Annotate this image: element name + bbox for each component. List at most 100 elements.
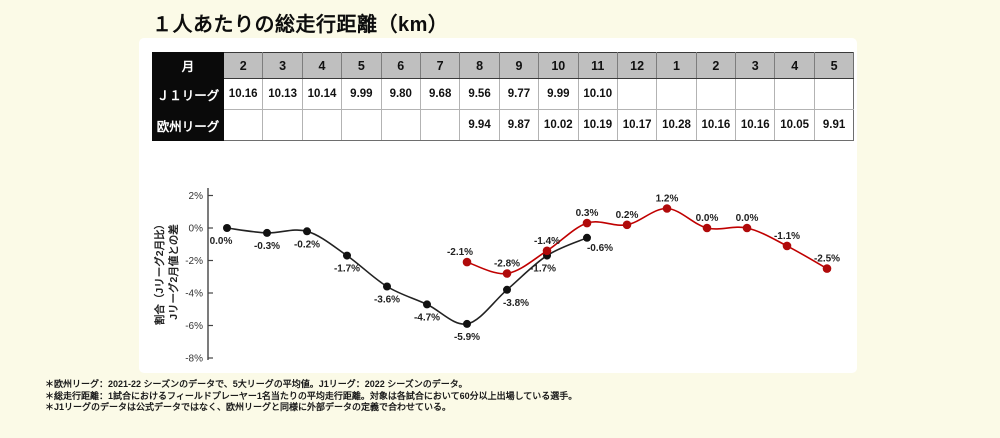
data-point (303, 227, 311, 236)
series-line-j1 (226, 227, 588, 325)
value-cell: 9.80 (380, 78, 421, 110)
table-header-row: 月 2 3 4 5 6 7 8 9 10 11 12 1 2 3 4 5 (152, 52, 855, 79)
table-corner-cell: 月 (152, 52, 224, 79)
value-cell: 10.05 (774, 109, 815, 141)
value-cell: 10.19 (577, 109, 618, 141)
value-cell (813, 78, 855, 110)
data-point-label: 1.2% (656, 194, 679, 205)
month-header-cell: 12 (616, 52, 658, 79)
data-point (502, 269, 512, 278)
data-point-label: 0.3% (576, 208, 599, 219)
svg-text:2%: 2% (189, 191, 204, 202)
data-point (582, 218, 592, 228)
value-cell: 10.14 (301, 78, 343, 110)
data-point (462, 257, 472, 267)
month-header-cell: 4 (301, 52, 343, 79)
data-point (383, 282, 391, 291)
value-cell (301, 109, 343, 141)
month-header-cell: 11 (577, 52, 618, 79)
series-line-europe (466, 207, 828, 275)
data-point-label: -1.4% (534, 236, 560, 247)
value-cell: 10.13 (262, 78, 303, 110)
data-point-label: -2.5% (814, 254, 840, 265)
data-point (463, 319, 471, 328)
value-cell: 9.91 (813, 109, 855, 141)
table-row: Ｊ１リーグ 10.16 10.13 10.14 9.99 9.80 9.68 9.56 9.77… (152, 78, 855, 110)
data-point (782, 241, 792, 251)
value-cell: 9.56 (459, 78, 500, 110)
data-point-label: -1.7% (334, 264, 360, 275)
data-point (503, 285, 511, 294)
value-cell (695, 78, 737, 110)
month-header-cell: 8 (459, 52, 500, 79)
value-cell (656, 78, 697, 110)
value-cell: 9.94 (459, 109, 500, 141)
value-cell: 10.02 (538, 109, 579, 141)
month-header-cell: 2 (222, 52, 264, 79)
data-point-label: -1.1% (774, 231, 800, 242)
data-point-label: -0.3% (254, 241, 280, 252)
value-cell (341, 109, 382, 141)
footnote-line: ＊総走行距離：1試合におけるフィールドプレーヤー1名当たりの平均走行距離。対象は… (45, 390, 578, 401)
month-header-cell: 6 (380, 52, 421, 79)
data-point-label: -2.1% (447, 247, 473, 258)
value-cell (616, 78, 658, 110)
month-header-cell: 1 (656, 52, 697, 79)
footnote-line: ＊J1リーグのデータは公式データではなく、欧州リーグと同様に外部データの定義で合… (45, 402, 452, 412)
row-label-cell: 欧州リーグ (152, 109, 224, 141)
value-cell: 9.77 (498, 78, 540, 110)
data-point (423, 300, 431, 309)
value-cell: 10.10 (577, 78, 618, 110)
data-point-label: 0.0% (696, 213, 719, 224)
value-cell (222, 109, 264, 141)
table-row: 欧州リーグ 9.94 9.87 10.02 10.19 10.17 10.28 10.16 10… (152, 109, 855, 141)
month-header-cell: 7 (419, 52, 461, 79)
value-cell: 10.28 (656, 109, 697, 141)
value-cell: 9.68 (419, 78, 461, 110)
data-point (822, 264, 832, 273)
month-header-cell: 10 (538, 52, 579, 79)
data-point-label: -0.6% (587, 243, 613, 254)
value-cell: 10.16 (695, 109, 737, 141)
value-cell: 10.17 (616, 109, 658, 141)
value-cell (419, 109, 461, 141)
line-chart: 2% 0% -2% -4% -6% -8% 割合（Jリーグ2月比） Jリーグ2月値との差 0.0… (153, 188, 840, 365)
data-point-label: -0.2% (294, 239, 320, 250)
data-point (702, 223, 712, 233)
distance-table: 月 2 3 4 5 6 7 8 9 10 11 12 1 2 3 4 5 Ｊ１リーグ 10.16 10.13 10.… (152, 52, 855, 141)
month-header-cell: 5 (341, 52, 382, 79)
month-header-cell: 9 (498, 52, 540, 79)
data-point-label: -4.7% (414, 312, 440, 323)
month-header-cell: 4 (774, 52, 815, 79)
svg-text:-4%: -4% (185, 289, 203, 300)
data-point (622, 220, 632, 230)
svg-text:0%: 0% (189, 224, 204, 235)
value-cell: 9.87 (498, 109, 540, 141)
month-header-cell: 2 (695, 52, 737, 79)
svg-text:-8%: -8% (185, 354, 203, 365)
month-header-cell: 3 (262, 52, 303, 79)
svg-text:-6%: -6% (185, 321, 203, 332)
row-label-cell: Ｊ１リーグ (152, 78, 224, 110)
data-point-label: 0.0% (736, 213, 759, 224)
data-point-label: -5.9% (454, 332, 480, 343)
data-point (542, 246, 552, 256)
value-cell: 9.99 (341, 78, 382, 110)
y-axis-label-line1: 割合（Jリーグ2月比） (153, 219, 166, 325)
page-title: １人あたりの総走行距離（km） (152, 14, 449, 36)
svg-text:-2%: -2% (185, 256, 203, 267)
data-point (583, 233, 591, 242)
data-point-label: -3.8% (503, 298, 529, 309)
month-header-cell: 3 (735, 52, 776, 79)
data-point-label: -2.8% (494, 259, 520, 270)
value-cell (774, 78, 815, 110)
value-cell (262, 109, 303, 141)
y-axis-label-line2: Jリーグ2月値との差 (167, 224, 180, 320)
value-cell: 10.16 (735, 109, 776, 141)
footnote-line: ＊欧州リーグ：2021-22 シーズンのデータで、5大リーグの平均値。J1リーグ… (45, 379, 468, 389)
value-cell (380, 109, 421, 141)
footnotes: ＊欧州リーグ：2021-22 シーズンのデータで、5大リーグの平均値。J1リーグ… (45, 379, 577, 414)
data-point-label: 0.2% (616, 210, 639, 221)
data-point (343, 251, 351, 260)
